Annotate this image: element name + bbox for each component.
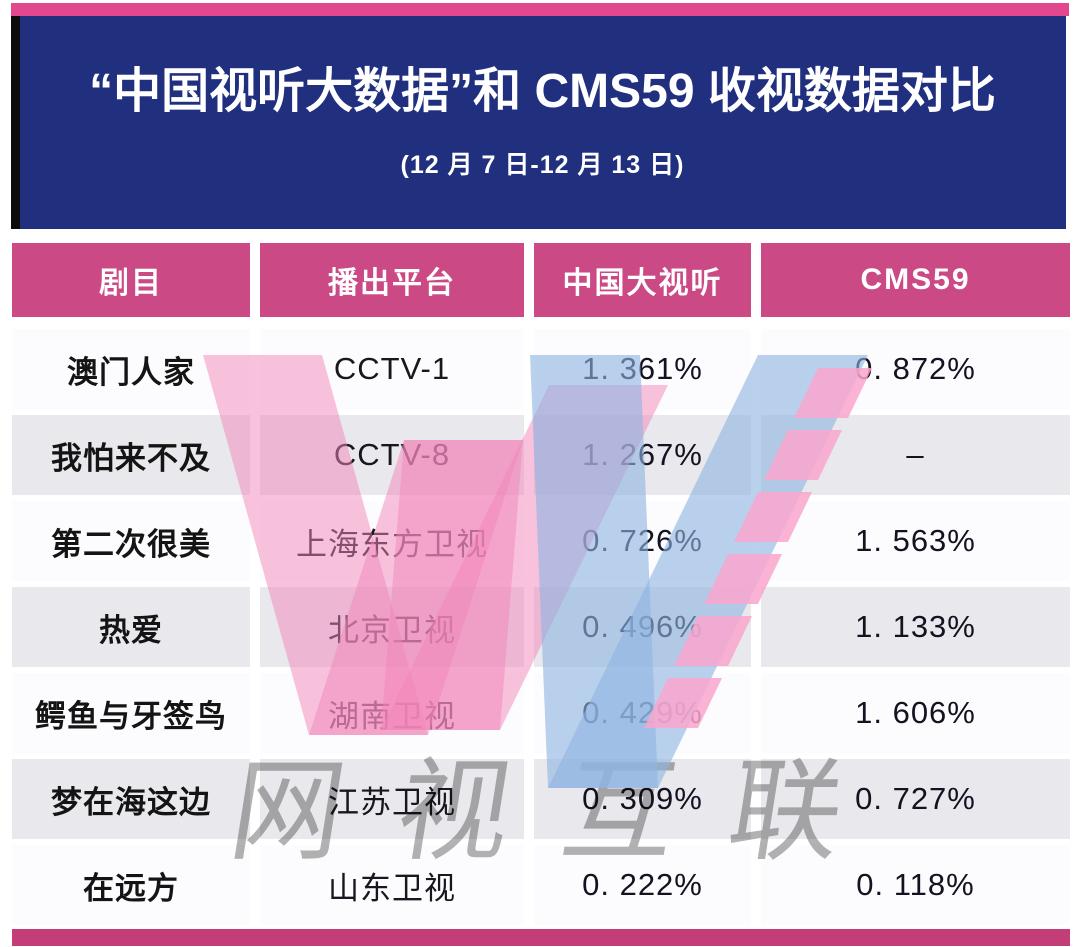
dsv-value: 0. 496% xyxy=(534,587,751,667)
table-row: 在远方 山东卫视 0. 222% 0. 118% xyxy=(12,842,1070,928)
page-subtitle: (12 月 7 日-12 月 13 日) xyxy=(400,150,685,179)
header-banner: “中国视听大数据”和 CMS59 收视数据对比 (12 月 7 日-12 月 1… xyxy=(19,16,1066,229)
drama-cell: 我怕来不及 xyxy=(12,415,250,495)
cms59-value: 0. 118% xyxy=(761,845,1070,925)
table-row: 第二次很美 上海东方卫视 0. 726% 1. 563% xyxy=(12,498,1070,584)
drama-cell: 在远方 xyxy=(12,845,250,925)
dsv-value: 1. 361% xyxy=(534,329,751,409)
cms59-value: 0. 872% xyxy=(761,329,1070,409)
column-header-platform: 播出平台 xyxy=(260,243,524,317)
dsv-value: 1. 267% xyxy=(534,415,751,495)
dsv-value: 0. 309% xyxy=(534,759,751,839)
platform-cell: 湖南卫视 xyxy=(260,673,524,753)
platform-cell: CCTV-1 xyxy=(260,329,524,409)
column-header-drama: 剧目 xyxy=(12,243,250,317)
cms59-value: 1. 563% xyxy=(761,501,1070,581)
cms59-value: 1. 606% xyxy=(761,673,1070,753)
page-title: “中国视听大数据”和 CMS59 收视数据对比 xyxy=(89,65,996,118)
drama-cell: 鳄鱼与牙签鸟 xyxy=(12,673,250,753)
cms59-value: 0. 727% xyxy=(761,759,1070,839)
platform-cell: CCTV-8 xyxy=(260,415,524,495)
column-header-dsv: 中国大视听 xyxy=(534,243,751,317)
drama-cell: 热爱 xyxy=(12,587,250,667)
bottom-accent-bar xyxy=(12,929,1070,946)
platform-cell: 山东卫视 xyxy=(260,845,524,925)
table-header-row: 剧目 播出平台 中国大视听 CMS59 xyxy=(12,243,1070,317)
table-row: 热爱 北京卫视 0. 496% 1. 133% xyxy=(12,584,1070,670)
banner-left-stripe xyxy=(11,16,20,229)
column-header-cms59: CMS59 xyxy=(761,243,1070,317)
comparison-table: 剧目 播出平台 中国大视听 CMS59 澳门人家 CCTV-1 1. 361% … xyxy=(12,243,1070,928)
drama-cell: 第二次很美 xyxy=(12,501,250,581)
top-accent-bar xyxy=(11,3,1069,16)
platform-cell: 上海东方卫视 xyxy=(260,501,524,581)
table-row: 鳄鱼与牙签鸟 湖南卫视 0. 429% 1. 606% xyxy=(12,670,1070,756)
cms59-value: 1. 133% xyxy=(761,587,1070,667)
dsv-value: 0. 726% xyxy=(534,501,751,581)
table-row: 我怕来不及 CCTV-8 1. 267% – xyxy=(12,412,1070,498)
platform-cell: 北京卫视 xyxy=(260,587,524,667)
drama-cell: 澳门人家 xyxy=(12,329,250,409)
table-row: 梦在海这边 江苏卫视 0. 309% 0. 727% xyxy=(12,756,1070,842)
dsv-value: 0. 222% xyxy=(534,845,751,925)
table-row: 澳门人家 CCTV-1 1. 361% 0. 872% xyxy=(12,326,1070,412)
dsv-value: 0. 429% xyxy=(534,673,751,753)
platform-cell: 江苏卫视 xyxy=(260,759,524,839)
drama-cell: 梦在海这边 xyxy=(12,759,250,839)
cms59-value: – xyxy=(761,415,1070,495)
